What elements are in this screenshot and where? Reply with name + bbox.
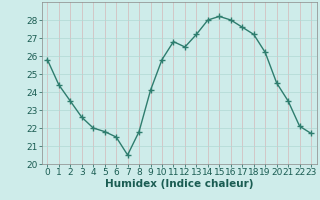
X-axis label: Humidex (Indice chaleur): Humidex (Indice chaleur)	[105, 179, 253, 189]
